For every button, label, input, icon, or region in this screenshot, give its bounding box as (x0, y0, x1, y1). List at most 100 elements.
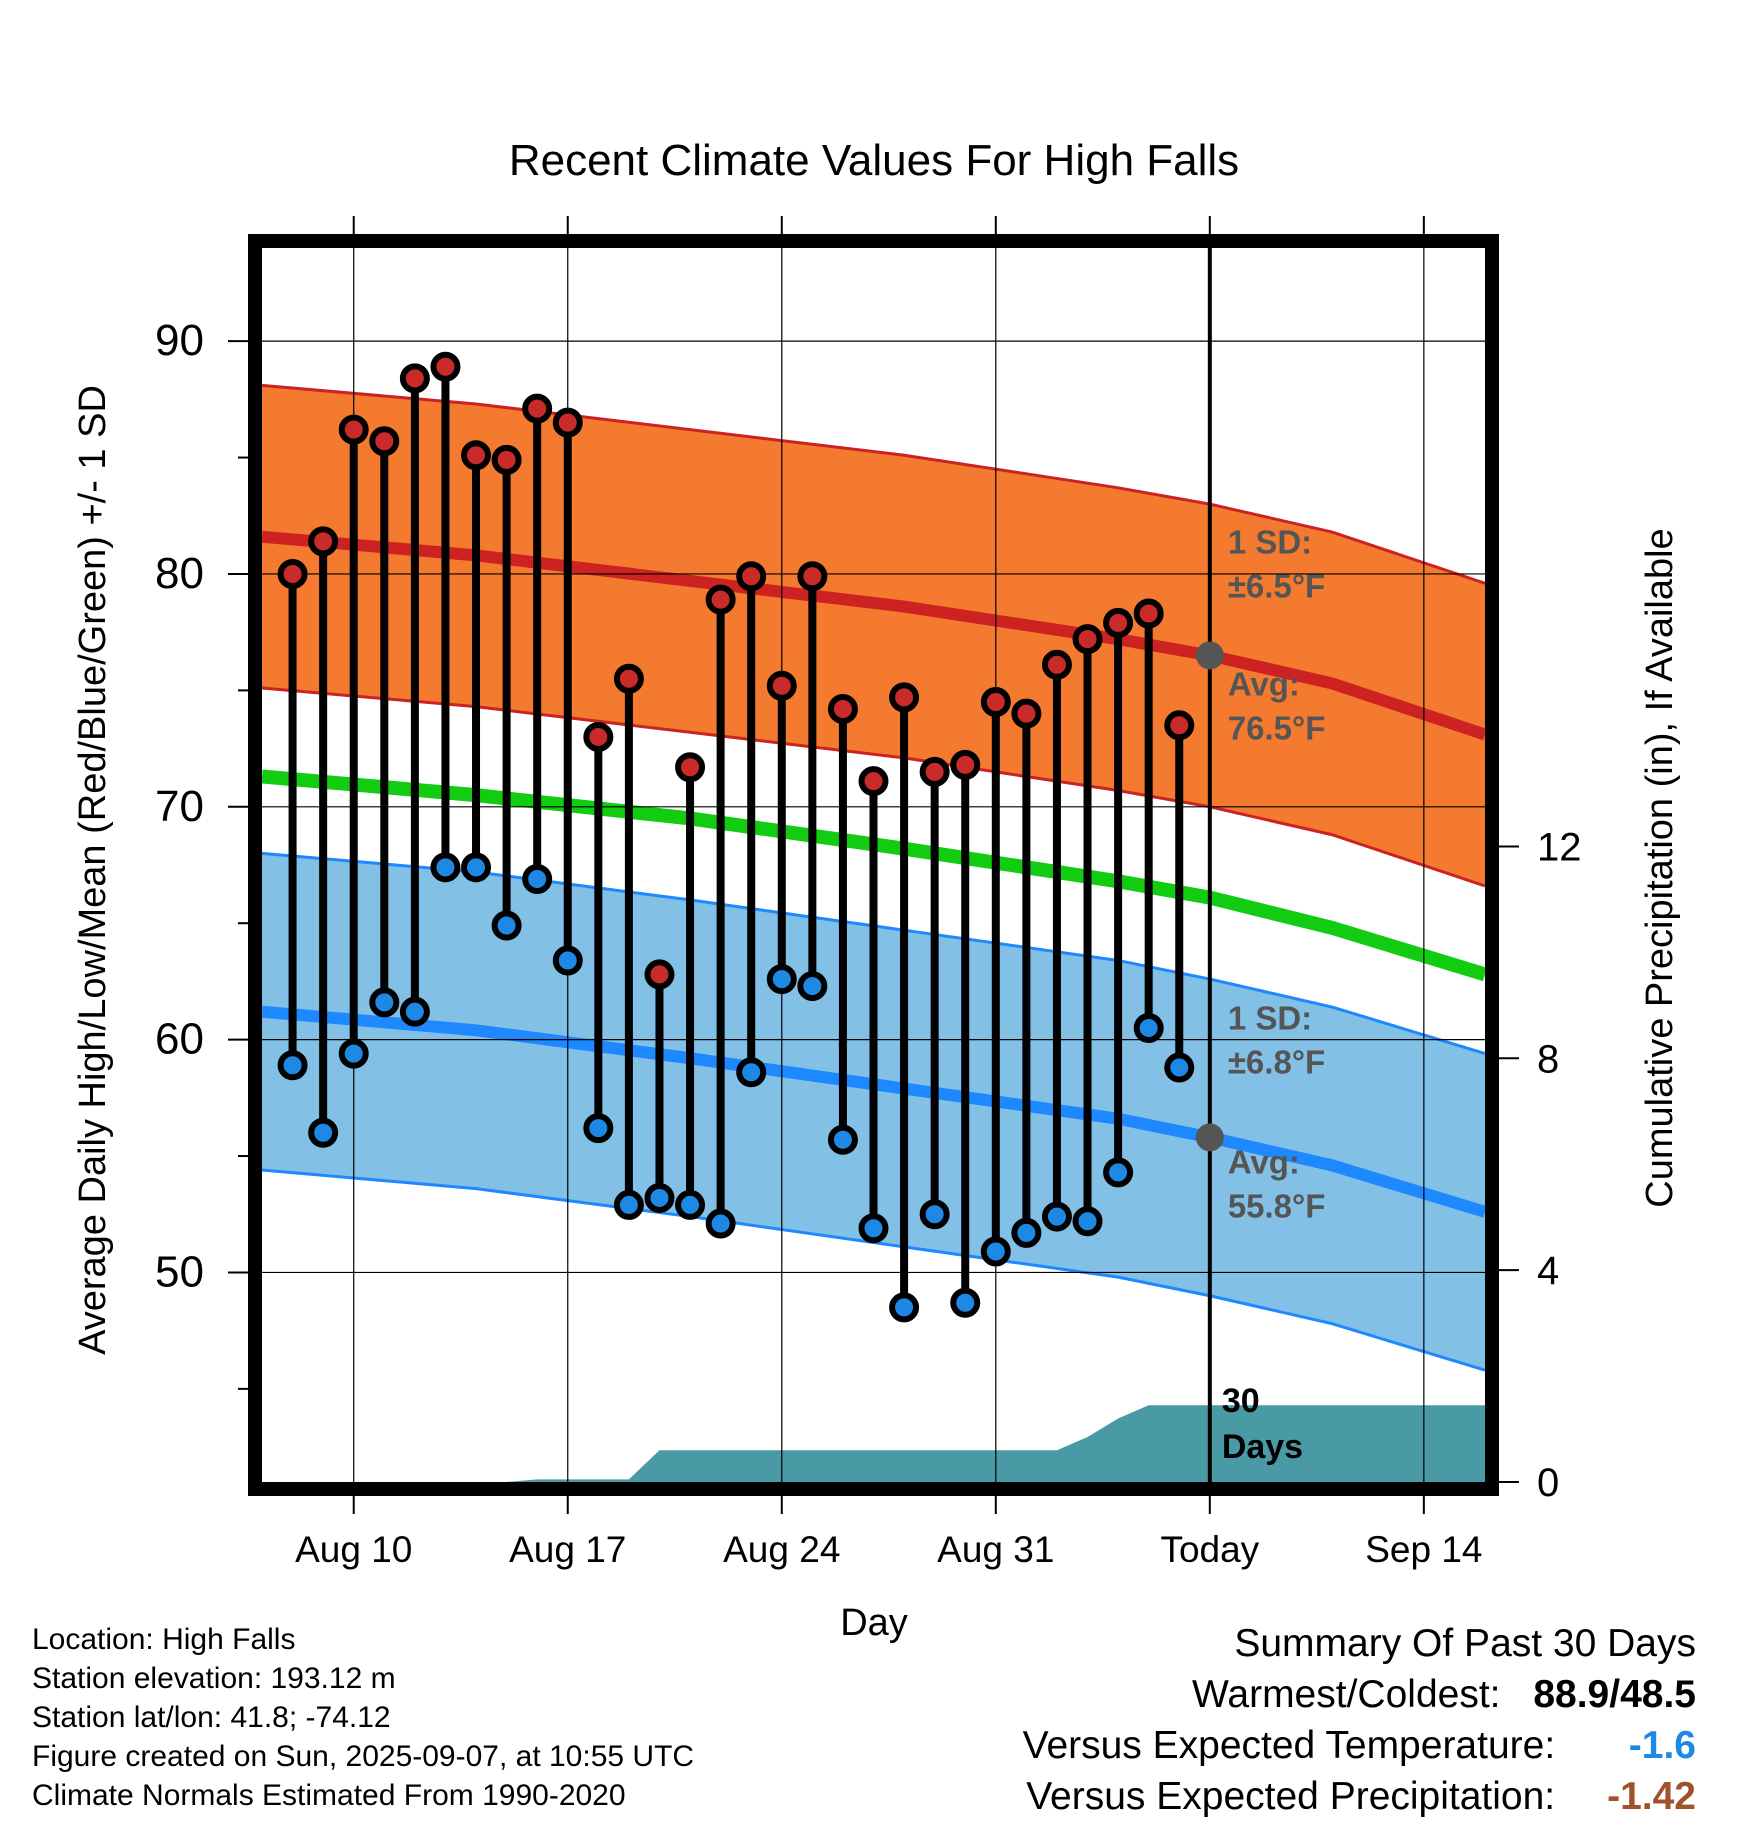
daily-low-point (308, 1117, 339, 1148)
low-sd-upper-line (262, 851, 1485, 1056)
latlon-text: Station lat/lon: 41.8; -74.12 (32, 1701, 391, 1734)
daily-high-point (919, 756, 950, 787)
daily-high-point (766, 670, 797, 701)
elevation-text: Station elevation: 193.12 m (32, 1662, 396, 1695)
y-right-tick-label: 0 (1537, 1461, 1559, 1505)
x-tick-label: Aug 31 (937, 1529, 1054, 1570)
y-axis-label: Average Daily High/Low/Mean (Red/Blue/Gr… (72, 385, 114, 1355)
plot-frame (248, 234, 1499, 1496)
x-tick-label: Today (1160, 1529, 1259, 1570)
daily-high-point (827, 694, 858, 725)
plot-clip-group: 1 SD: ±6.5°F Avg: 76.5°F 1 SD: ±6.8°F Avg: 55.8… (262, 248, 1485, 1482)
daily-high-point (552, 407, 583, 438)
daily-high-point (736, 561, 767, 592)
high-sd-upper-line (262, 383, 1485, 585)
temp-label: Versus Expected Temperature: (1022, 1724, 1556, 1767)
high-avg-label: Avg: (1228, 665, 1300, 702)
y-right-tick-label: 4 (1537, 1249, 1559, 1293)
daily-high-point (1072, 624, 1103, 655)
daily-high-point (675, 752, 706, 783)
daily-low-point (399, 996, 430, 1027)
low-avg-label: Avg: (1228, 1143, 1300, 1180)
daily-high-point (980, 687, 1011, 718)
precip-value: -1.42 (1607, 1775, 1696, 1818)
x-axis-label: Day (840, 1602, 908, 1644)
y-tick-label: 70 (155, 782, 204, 831)
daily-low-point (889, 1292, 920, 1323)
daily-low-point (736, 1057, 767, 1088)
daily-low-point (1133, 1012, 1164, 1043)
daily-low-point (522, 863, 553, 894)
daily-high-point (399, 363, 430, 394)
warm-cold-row: Warmest/Coldest: 88.9/48.5 (1023, 1669, 1696, 1720)
daily-low-point (950, 1287, 981, 1318)
daily-high-point (1041, 649, 1072, 680)
plot-area: 1 SD: ±6.5°F Avg: 76.5°F 1 SD: ±6.8°F Avg: 55.8… (155, 216, 1582, 1570)
daily-low-point (766, 964, 797, 995)
daily-high-point (644, 959, 675, 990)
daily-high-point (461, 440, 492, 471)
high-avg-value: 76.5°F (1228, 709, 1326, 746)
daily-low-point (552, 945, 583, 976)
daily-low-point (369, 987, 400, 1018)
x-tick-label: Aug 17 (509, 1529, 626, 1570)
daily-low-point (613, 1189, 644, 1220)
low-sd-label: 1 SD: (1228, 999, 1312, 1036)
created-text: Figure created on Sun, 2025-09-07, at 10… (32, 1740, 695, 1773)
daily-high-point (1103, 607, 1134, 638)
daily-low-point (338, 1038, 369, 1069)
daily-low-point (644, 1182, 675, 1213)
daily-high-point (277, 558, 308, 589)
daily-low-point (1164, 1052, 1195, 1083)
normals-text: Climate Normals Estimated From 1990-2020 (32, 1779, 626, 1812)
precip-label: Versus Expected Precipitation: (1026, 1775, 1556, 1818)
daily-low-point (919, 1199, 950, 1230)
temp-row: Versus Expected Temperature: -1.6 (1023, 1720, 1696, 1771)
daily-high-point (858, 766, 889, 797)
daily-low-point (980, 1236, 1011, 1267)
temp-value: -1.6 (1628, 1724, 1696, 1767)
daily-high-point (1011, 698, 1042, 729)
daily-low-point (1011, 1217, 1042, 1248)
precip-row: Versus Expected Precipitation: -1.42 (1023, 1771, 1696, 1822)
daily-low-point (277, 1050, 308, 1081)
x-tick-label: Aug 10 (295, 1529, 412, 1570)
daily-high-point (1164, 710, 1195, 741)
daily-low-point (491, 910, 522, 941)
daily-high-point (338, 414, 369, 445)
precipitation-area (262, 1405, 1485, 1482)
high-sd-value: ±6.5°F (1228, 567, 1325, 604)
high-sd-lower-line (262, 686, 1485, 888)
daily-low-point (583, 1113, 614, 1144)
chart-title: Recent Climate Values For High Falls (509, 136, 1239, 185)
daily-low-point (1103, 1157, 1134, 1188)
daily-low-point (827, 1124, 858, 1155)
daily-low-point (675, 1189, 706, 1220)
daily-high-point (491, 444, 522, 475)
daily-high-point (797, 561, 828, 592)
summary-panel: Summary Of Past 30 Days Warmest/Coldest:… (1023, 1618, 1696, 1822)
warm-cold-label: Warmest/Coldest: (1192, 1673, 1501, 1716)
low-sd-lower-line (262, 1168, 1485, 1372)
normal-high-line (262, 530, 1485, 741)
normal-mean-line (262, 769, 1485, 982)
station-info: Location: High Falls Station elevation: … (32, 1620, 694, 1815)
y-tick-label: 90 (155, 316, 204, 365)
daily-low-point (858, 1213, 889, 1244)
daily-low-point (461, 852, 492, 883)
daily-high-point (613, 663, 644, 694)
normal-low-line (262, 1005, 1485, 1218)
y-tick-label: 80 (155, 549, 204, 598)
y-right-tick-label: 12 (1537, 825, 1582, 869)
location-text: Location: High Falls (32, 1623, 296, 1656)
y-axis-right-label: Cumulative Precipitation (in), If Availa… (1639, 528, 1681, 1207)
daily-high-point (430, 351, 461, 382)
daily-high-point (583, 721, 614, 752)
daily-low-point (1041, 1201, 1072, 1232)
daily-high-point (1133, 598, 1164, 629)
daily-high-point (705, 584, 736, 615)
low-avg-value: 55.8°F (1228, 1187, 1326, 1224)
low-sd-value: ±6.8°F (1228, 1043, 1325, 1080)
daily-low-point (705, 1208, 736, 1239)
